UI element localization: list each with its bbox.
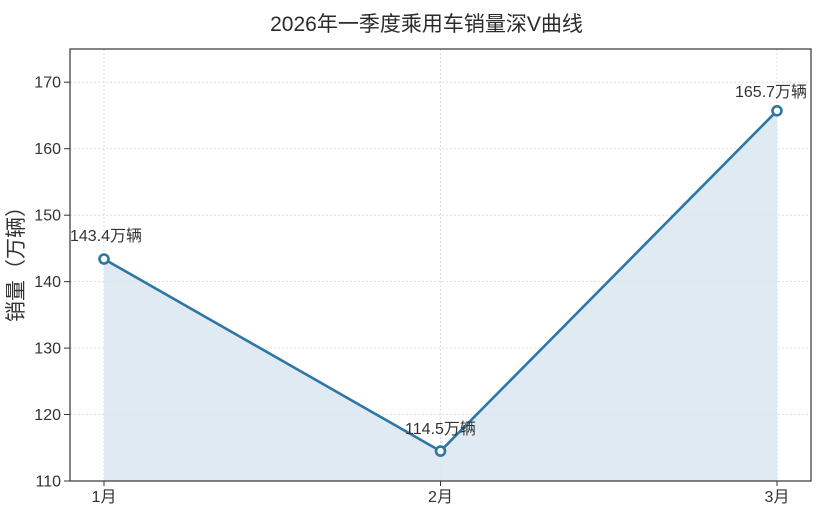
svg-text:165.7万辆: 165.7万辆	[735, 83, 807, 101]
svg-text:143.4万辆: 143.4万辆	[70, 227, 142, 245]
svg-text:160: 160	[34, 141, 61, 158]
svg-text:150: 150	[34, 208, 61, 225]
svg-text:110: 110	[35, 473, 61, 490]
svg-text:140: 140	[34, 274, 61, 291]
svg-text:1月: 1月	[92, 489, 117, 506]
svg-text:114.5万辆: 114.5万辆	[405, 420, 476, 438]
svg-text:2月: 2月	[428, 489, 453, 506]
svg-text:3月: 3月	[765, 489, 790, 506]
svg-text:120: 120	[34, 407, 61, 424]
svg-text:130: 130	[34, 340, 61, 357]
svg-text:170: 170	[34, 75, 61, 92]
